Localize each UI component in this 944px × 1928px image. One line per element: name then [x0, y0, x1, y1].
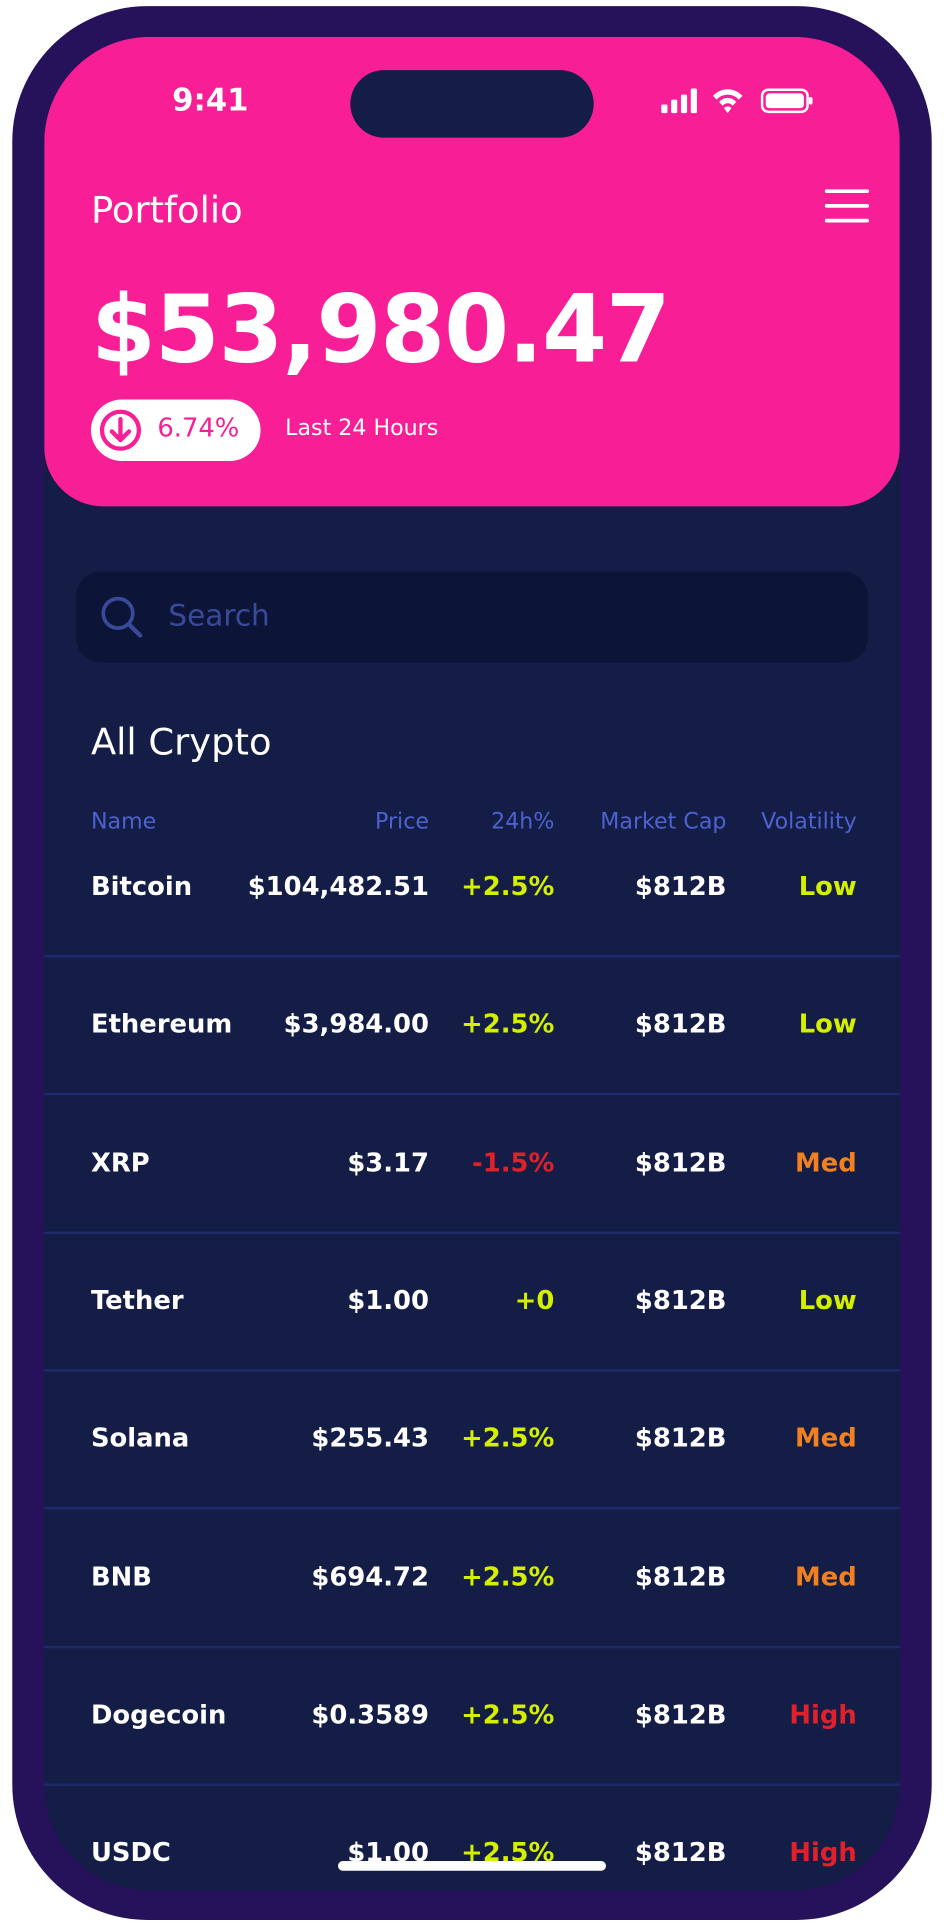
volatility: High	[789, 1699, 857, 1730]
market-cap: $812B	[634, 1423, 727, 1454]
menu-button[interactable]	[824, 189, 870, 223]
market-cap: $812B	[634, 1837, 727, 1868]
change-period: Last 24 Hours	[285, 415, 439, 442]
price: $255.43	[311, 1423, 429, 1454]
market-cap: $812B	[634, 1147, 727, 1178]
status-icons	[661, 88, 813, 114]
home-indicator	[338, 1860, 606, 1871]
volatility: Low	[798, 1009, 857, 1040]
price: $0.3589	[311, 1699, 429, 1730]
section-title: All Crypto	[90, 721, 272, 765]
search-icon	[101, 596, 143, 638]
market-cap: $812B	[634, 1285, 727, 1316]
row-separator	[44, 1645, 900, 1648]
change-24h: +2.5%	[461, 1561, 555, 1592]
column-header: 24h%	[491, 808, 555, 835]
coin-name: Solana	[90, 1423, 190, 1454]
column-header: Price	[374, 808, 429, 835]
coin-name: Dogecoin	[90, 1699, 227, 1730]
coin-name: Tether	[90, 1285, 184, 1316]
dynamic-island	[350, 70, 594, 138]
market-cap: $812B	[634, 1009, 727, 1040]
search-box[interactable]	[76, 571, 868, 663]
column-header: Name	[90, 808, 157, 835]
change-24h: +0	[514, 1285, 555, 1316]
portfolio-title: Portfolio	[90, 189, 243, 233]
coin-name: USDC	[90, 1837, 171, 1868]
down-icon	[99, 409, 142, 451]
row-separator	[44, 955, 900, 958]
row-separator	[44, 1093, 900, 1096]
change-24h: +2.5%	[461, 1423, 555, 1454]
volatility: Low	[798, 871, 857, 901]
change-24h: +2.5%	[461, 1009, 555, 1040]
change-percent: 6.74%	[157, 413, 240, 443]
row-separator	[44, 1507, 900, 1510]
status-time: 9:41	[172, 82, 249, 119]
row-separator	[44, 1231, 900, 1234]
balance: $53,980.47	[90, 274, 671, 384]
change-24h: +2.5%	[461, 871, 555, 901]
volatility: Med	[795, 1561, 857, 1592]
volatility: Med	[795, 1423, 857, 1454]
search-placeholder: Search	[168, 598, 270, 634]
price: $3.17	[347, 1147, 429, 1178]
market-cap: $812B	[634, 1699, 727, 1730]
market-cap: $812B	[634, 1561, 727, 1592]
coin-name: BNB	[90, 1561, 152, 1592]
coin-name: Bitcoin	[90, 871, 193, 901]
coin-name: Ethereum	[90, 1009, 233, 1040]
price: $3,984.00	[283, 1009, 429, 1040]
volatility: Med	[795, 1147, 857, 1178]
volatility: High	[789, 1837, 857, 1868]
volatility: Low	[798, 1285, 857, 1316]
column-header: Volatility	[761, 808, 857, 835]
coin-name: XRP	[90, 1147, 150, 1178]
change-24h: +2.5%	[461, 1699, 555, 1730]
price: $104,482.51	[247, 871, 429, 901]
column-header: Market Cap	[600, 808, 727, 835]
price: $1.00	[347, 1285, 429, 1316]
row-separator	[44, 1783, 900, 1786]
row-separator	[44, 1369, 900, 1372]
price: $694.72	[311, 1561, 429, 1592]
market-cap: $812B	[634, 871, 727, 901]
screen: 9:41 Portfolio $53,980.47 6.74% Last 24 …	[44, 36, 900, 1891]
change-24h: -1.5%	[472, 1147, 555, 1178]
